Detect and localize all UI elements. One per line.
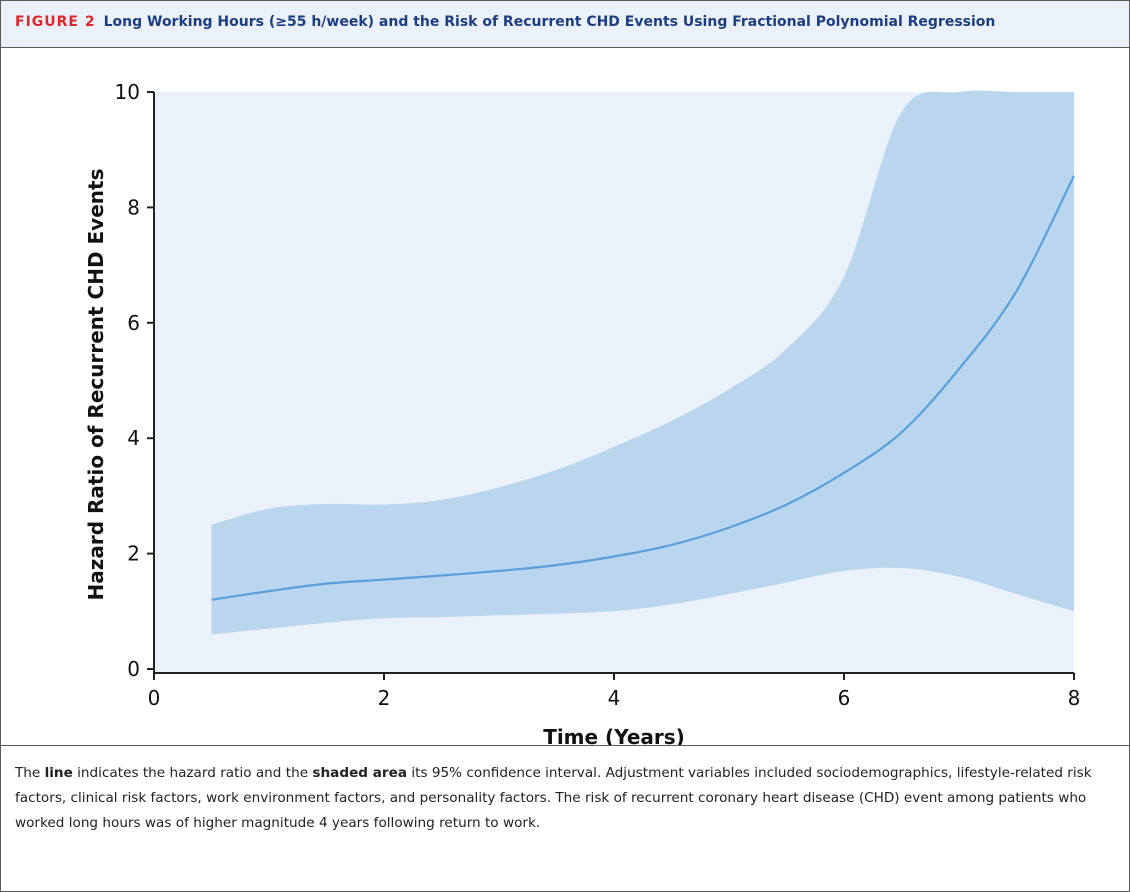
x-tick-label: 0	[148, 686, 161, 710]
x-tick-label: 6	[838, 686, 851, 710]
x-tick-label: 4	[608, 686, 621, 710]
figure-caption: The line indicates the hazard ratio and …	[15, 761, 1115, 836]
y-tick-label: 4	[127, 426, 140, 450]
x-tick-label: 2	[378, 686, 391, 710]
y-tick-label: 2	[127, 542, 140, 566]
confidence-band	[211, 90, 1074, 635]
y-tick-label: 6	[127, 311, 140, 335]
y-tick-label: 0	[127, 657, 140, 681]
caption-text: The	[15, 765, 45, 781]
figure-header: FIGURE 2 Long Working Hours (≥55 h/week) …	[1, 1, 1129, 47]
y-tick-label: 8	[127, 195, 140, 219]
chart-svg: 0 2 4 6 8 10 0 2 4 6 8 Time (Years) Hazard Ratio …	[84, 80, 1081, 745]
x-tick-label: 8	[1068, 686, 1081, 710]
y-axis-label: Hazard Ratio of Recurrent CHD Events	[84, 169, 108, 601]
figure-label: FIGURE 2	[15, 14, 96, 30]
caption-bold-line: line	[44, 765, 73, 781]
y-tick-label: 10	[115, 80, 140, 104]
chart-area: 0 2 4 6 8 10 0 2 4 6 8 Time (Years) Hazard Ratio …	[1, 47, 1129, 746]
y-ticks: 0 2 4 6 8 10	[115, 80, 154, 681]
figure-title: Long Working Hours (≥55 h/week) and the …	[103, 14, 996, 30]
x-axis-label: Time (Years)	[543, 725, 685, 745]
x-ticks: 0 2 4 6 8	[148, 673, 1081, 710]
hazard-ratio-line	[211, 175, 1075, 601]
caption-text: its 95% confidence interval. Adjustment …	[15, 765, 1092, 831]
caption-bold-shaded-area: shaded area	[312, 765, 408, 781]
caption-text: indicates the hazard ratio and the	[72, 765, 313, 781]
